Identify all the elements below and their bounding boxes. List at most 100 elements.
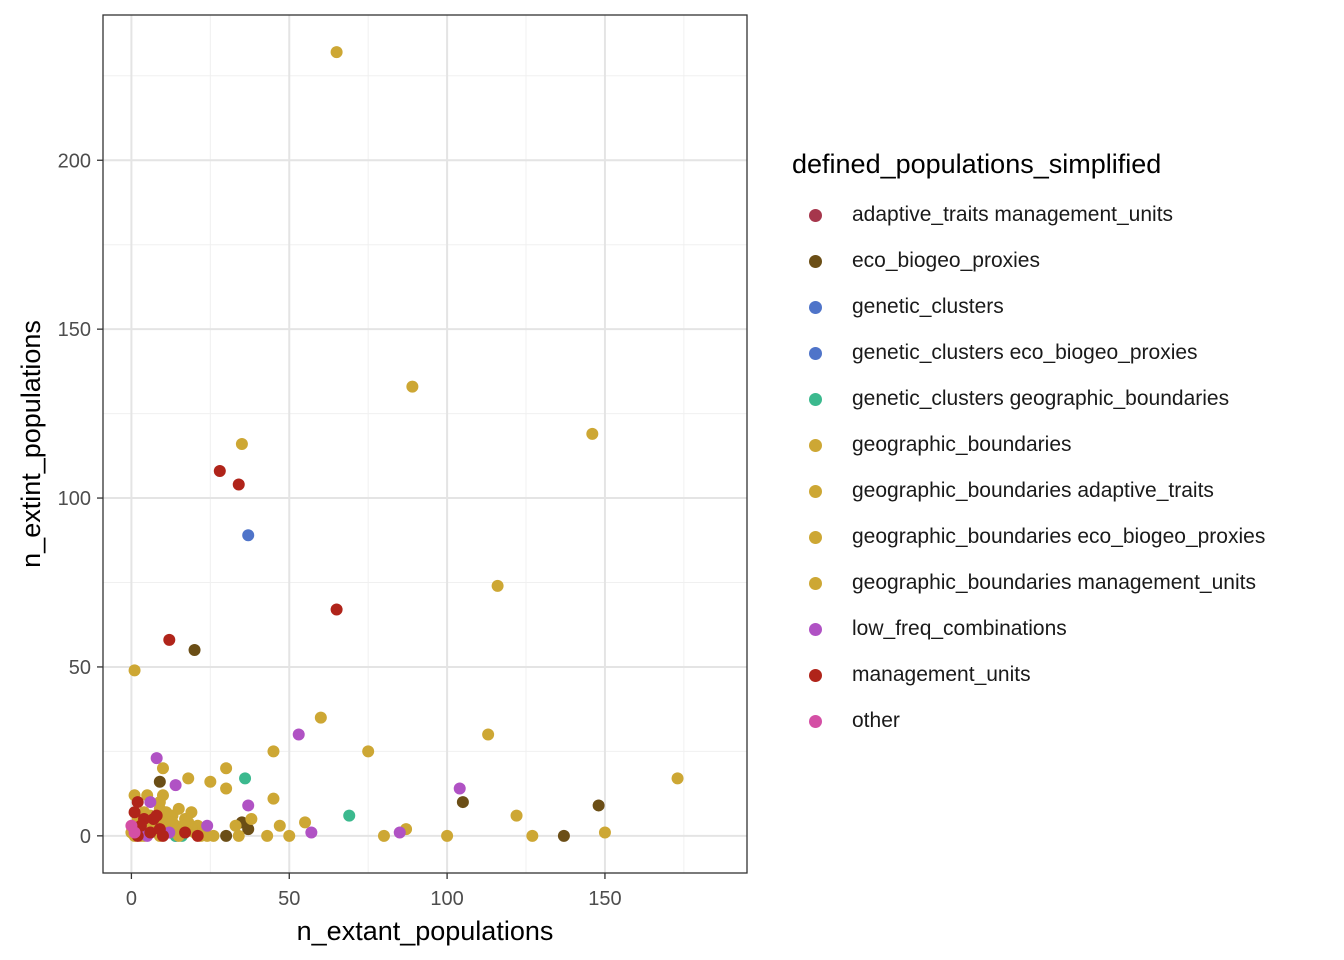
data-point <box>330 46 343 59</box>
data-point <box>343 809 356 822</box>
legend-item: geographic_boundaries eco_biogeo_proxies <box>792 514 1337 560</box>
legend-label: genetic_clusters <box>852 295 1004 318</box>
data-point <box>267 792 280 805</box>
data-point <box>242 823 255 836</box>
grid-lines <box>103 15 747 873</box>
data-point <box>156 762 169 775</box>
legend-swatch <box>792 438 838 452</box>
legend-item: eco_biogeo_proxies <box>792 238 1337 284</box>
data-point <box>229 819 242 832</box>
legend-item: geographic_boundaries <box>792 422 1337 468</box>
data-point <box>169 779 182 792</box>
legend-item: genetic_clusters <box>792 284 1337 330</box>
data-point <box>330 603 343 616</box>
data-point <box>242 799 255 812</box>
y-tick-label: 0 <box>80 826 91 848</box>
data-point <box>150 752 163 765</box>
legend-swatch <box>792 392 838 406</box>
data-point <box>150 809 163 822</box>
data-point <box>182 772 195 785</box>
data-point <box>456 796 469 809</box>
data-point <box>213 465 226 478</box>
legend-item: geographic_boundaries management_units <box>792 560 1337 606</box>
data-point <box>491 579 504 592</box>
legend-swatch <box>792 346 838 360</box>
legend-dot-icon <box>809 622 822 636</box>
data-point <box>267 745 280 758</box>
data-point <box>144 826 157 839</box>
data-point <box>242 529 255 542</box>
legend-item: adaptive_traits management_units <box>792 192 1337 238</box>
data-point <box>153 775 166 788</box>
legend-label: eco_biogeo_proxies <box>852 249 1040 272</box>
legend-item: genetic_clusters geographic_boundaries <box>792 376 1337 422</box>
data-point <box>163 633 176 646</box>
data-point <box>441 829 454 842</box>
data-point <box>220 762 233 775</box>
legend-swatch <box>792 300 838 314</box>
data-point <box>292 728 305 741</box>
legend-label: geographic_boundaries adaptive_traits <box>852 479 1214 502</box>
legend-swatch <box>792 576 838 590</box>
data-point <box>592 799 605 812</box>
legend-swatch <box>792 668 838 682</box>
panel-border <box>102 14 748 874</box>
data-point <box>482 728 495 741</box>
y-tick-label: 200 <box>58 150 91 172</box>
legend-dot-icon <box>809 530 822 544</box>
data-point <box>232 478 245 491</box>
data-point <box>128 826 141 839</box>
legend-label: genetic_clusters geographic_boundaries <box>852 387 1230 410</box>
legend-item: other <box>792 698 1337 744</box>
data-point <box>557 829 570 842</box>
panel-background <box>103 15 747 873</box>
data-point <box>160 806 173 819</box>
data-point <box>245 812 258 825</box>
data-point <box>273 819 286 832</box>
data-point <box>377 829 390 842</box>
data-point <box>283 829 296 842</box>
data-point <box>207 829 220 842</box>
data-point <box>526 829 539 842</box>
legend-dot-icon <box>809 300 822 314</box>
data-point <box>179 826 192 839</box>
data-point <box>586 427 599 440</box>
legend: defined_populations_simplified adaptive_… <box>792 146 1337 744</box>
legend-label: adaptive_traits management_units <box>852 203 1174 226</box>
data-point <box>299 816 312 829</box>
data-point <box>220 829 233 842</box>
legend-label: geographic_boundaries eco_biogeo_proxies <box>852 525 1266 548</box>
legend-swatch <box>792 714 838 728</box>
data-point <box>314 711 327 724</box>
legend-swatch <box>792 622 838 636</box>
legend-dot-icon <box>809 484 822 498</box>
legend-dot-icon <box>809 392 822 406</box>
legend-dot-icon <box>809 668 822 682</box>
y-tick-label: 50 <box>69 657 91 679</box>
data-point <box>510 809 523 822</box>
data-point <box>188 644 201 657</box>
data-point <box>232 829 245 842</box>
data-point <box>131 796 144 809</box>
legend-dot-icon <box>809 576 822 590</box>
data-point <box>201 819 214 832</box>
data-point <box>393 826 406 839</box>
data-point <box>191 829 204 842</box>
legend-dot-icon <box>809 346 822 360</box>
data-point <box>128 664 141 677</box>
legend-swatch <box>792 208 838 222</box>
data-point <box>144 796 157 809</box>
data-point <box>671 772 684 785</box>
legend-dot-icon <box>809 254 822 268</box>
data-point <box>172 802 185 815</box>
x-tick-label: 50 <box>278 888 300 910</box>
data-point <box>156 829 169 842</box>
legend-item: geographic_boundaries adaptive_traits <box>792 468 1337 514</box>
data-point <box>406 380 419 393</box>
x-tick-label: 100 <box>430 888 463 910</box>
legend-swatch <box>792 254 838 268</box>
legend-label: geographic_boundaries <box>852 433 1072 456</box>
legend-swatch <box>792 530 838 544</box>
y-axis-title: n_extint_populations <box>16 320 46 568</box>
legend-item: low_freq_combinations <box>792 606 1337 652</box>
